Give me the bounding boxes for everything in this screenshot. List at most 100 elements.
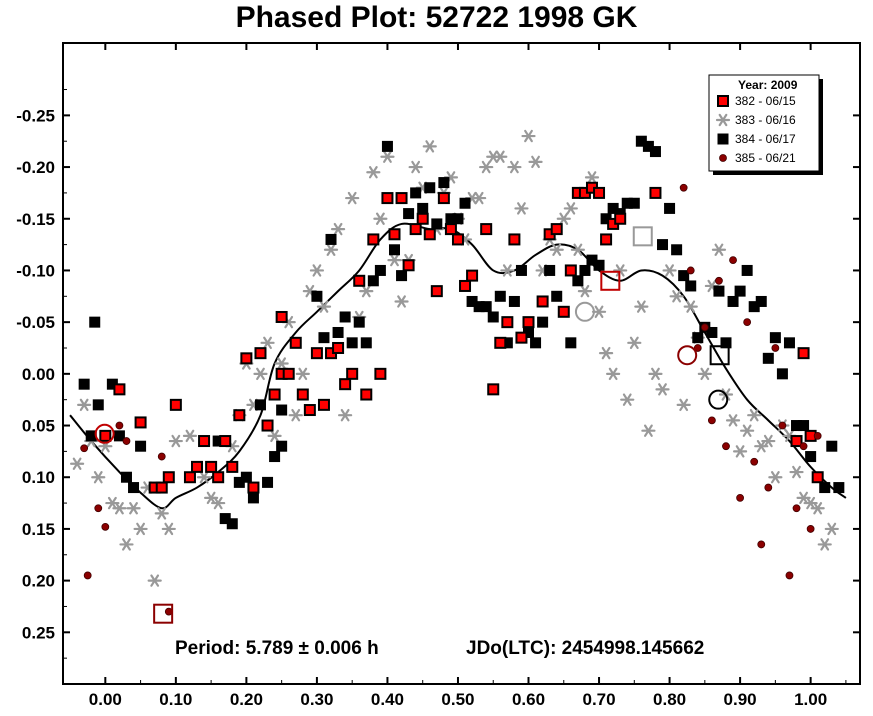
- data-point: [634, 300, 649, 313]
- data-point: [275, 310, 288, 323]
- data-point: [557, 305, 570, 318]
- data-point: [649, 146, 661, 158]
- data-point: [707, 416, 716, 425]
- data-point: [133, 522, 148, 536]
- data-point: [600, 213, 612, 225]
- data-point: [366, 166, 381, 179]
- data-point: [198, 435, 211, 448]
- data-point: [480, 223, 493, 236]
- data-point: [309, 264, 325, 277]
- x-tick-label: 0.00: [89, 690, 122, 709]
- highlight-circle: [677, 345, 698, 366]
- data-point: [183, 471, 196, 484]
- data-point: [155, 481, 168, 494]
- data-point: [722, 442, 730, 451]
- y-tick-label: -0.10: [16, 261, 55, 280]
- data-point: [789, 465, 804, 479]
- data-point: [182, 429, 198, 443]
- data-point: [736, 494, 744, 502]
- data-point: [679, 183, 688, 192]
- legend-box: [708, 74, 820, 172]
- data-point: [240, 352, 253, 365]
- jdo-annotation: JDo(LTC): 2454998.145662: [466, 638, 704, 659]
- data-point: [260, 336, 275, 350]
- data-point: [761, 434, 776, 448]
- data-point: [374, 264, 386, 276]
- data-point: [713, 285, 725, 297]
- data-point: [494, 290, 506, 302]
- y-tick-label: 0.10: [22, 468, 55, 487]
- data-point: [537, 316, 549, 328]
- y-tick-label: 0.00: [22, 365, 55, 384]
- data-point: [332, 326, 344, 338]
- data-point: [373, 212, 388, 225]
- legend-label: 384 - 06/17: [735, 132, 796, 146]
- data-point: [522, 316, 535, 329]
- data-point: [276, 440, 288, 452]
- data-point: [669, 290, 684, 303]
- data-point: [437, 192, 450, 205]
- data-point: [330, 222, 346, 236]
- data-point: [211, 496, 226, 510]
- data-point: [480, 301, 492, 313]
- data-point: [381, 192, 394, 205]
- data-point: [472, 191, 487, 205]
- data-point: [162, 471, 175, 484]
- data-point: [205, 460, 218, 473]
- highlight-square: [600, 270, 621, 291]
- data-point: [168, 434, 183, 448]
- data-point: [493, 150, 508, 163]
- data-point: [154, 507, 169, 520]
- data-point: [374, 367, 387, 380]
- data-point: [741, 264, 753, 276]
- data-point: [657, 239, 669, 251]
- data-point: [339, 311, 351, 323]
- y-tick-label: 0.05: [22, 417, 55, 436]
- data-point: [219, 513, 231, 525]
- data-point: [431, 218, 443, 230]
- data-point: [720, 337, 732, 349]
- data-point: [233, 476, 245, 488]
- data-point: [762, 352, 774, 364]
- data-point: [417, 202, 429, 214]
- data-point: [78, 378, 90, 390]
- data-point: [99, 429, 112, 442]
- data-point: [367, 233, 380, 246]
- data-point: [614, 212, 627, 225]
- data-point: [750, 457, 759, 466]
- data-point: [530, 337, 542, 349]
- data-point: [799, 442, 808, 451]
- data-point: [254, 399, 266, 411]
- data-point: [466, 295, 478, 307]
- data-point: [487, 311, 499, 323]
- data-point: [725, 414, 741, 427]
- data-point: [494, 336, 507, 349]
- x-tick-label: 0.50: [441, 690, 474, 709]
- data-point: [528, 155, 543, 169]
- data-point: [536, 295, 549, 308]
- data-point: [748, 301, 760, 313]
- data-point: [792, 504, 801, 513]
- data-point: [262, 476, 274, 488]
- data-point: [403, 208, 415, 220]
- data-point: [727, 295, 739, 307]
- data-point: [607, 202, 619, 214]
- data-point: [261, 419, 274, 432]
- data-point: [169, 398, 182, 411]
- data-point: [577, 284, 593, 298]
- highlight-square: [153, 603, 174, 624]
- data-point: [711, 243, 727, 256]
- data-point: [359, 284, 374, 298]
- data-point: [747, 408, 762, 422]
- data-point: [563, 202, 578, 215]
- data-point: [346, 337, 358, 349]
- data-point: [606, 367, 621, 381]
- data-point: [318, 332, 330, 344]
- y-tick-label: 0.25: [22, 623, 55, 642]
- data-point: [101, 522, 110, 531]
- data-point: [500, 264, 515, 277]
- legend-label: 385 - 06/21: [735, 151, 796, 165]
- data-point: [303, 404, 316, 417]
- x-tick-label: 0.20: [230, 690, 263, 709]
- data-point: [507, 160, 522, 174]
